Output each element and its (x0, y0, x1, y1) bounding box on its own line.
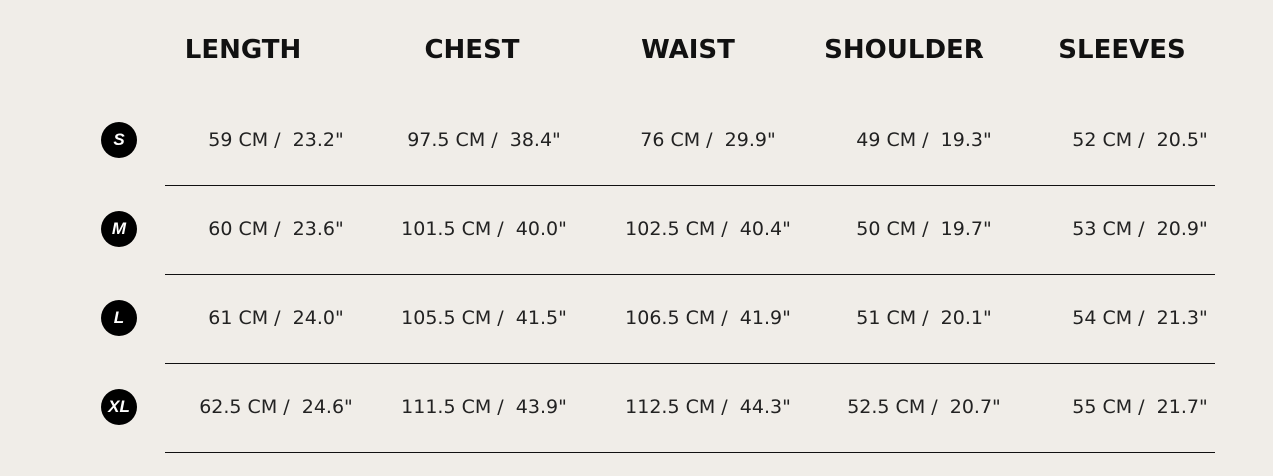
measurement-cell: 97.5 CM / 38.4" (407, 129, 561, 151)
header-shoulder: SHOULDER (824, 35, 984, 65)
measurement-cell: 62.5 CM / 24.6" (199, 396, 353, 418)
measurement-cell: 106.5 CM / 41.9" (625, 307, 791, 329)
measurement-cell: 101.5 CM / 40.0" (401, 218, 567, 240)
measurement-cell: 112.5 CM / 44.3" (625, 396, 791, 418)
measurement-cell: 49 CM / 19.3" (856, 129, 992, 151)
header-sleeves: SLEEVES (1058, 35, 1186, 65)
row-divider (165, 452, 1215, 453)
measurement-cell: 53 CM / 20.9" (1072, 218, 1208, 240)
size-badge: M (101, 211, 137, 247)
row-divider (165, 274, 1215, 275)
row-divider (165, 185, 1215, 186)
measurement-cell: 105.5 CM / 41.5" (401, 307, 567, 329)
row-divider (165, 363, 1215, 364)
measurement-cell: 51 CM / 20.1" (856, 307, 992, 329)
measurement-cell: 61 CM / 24.0" (208, 307, 344, 329)
size-badge: L (101, 300, 137, 336)
measurement-cell: 60 CM / 23.6" (208, 218, 344, 240)
header-waist: WAIST (641, 35, 735, 65)
measurement-cell: 52.5 CM / 20.7" (847, 396, 1001, 418)
measurement-cell: 50 CM / 19.7" (856, 218, 992, 240)
measurement-cell: 59 CM / 23.2" (208, 129, 344, 151)
size-row: S 59 CM / 23.2" 97.5 CM / 38.4" 76 CM / 29.… (0, 89, 1273, 186)
measurement-cell: 102.5 CM / 40.4" (625, 218, 791, 240)
size-row: XL 62.5 CM / 24.6" 111.5 CM / 43.9" 112.5 C… (0, 356, 1273, 453)
measurement-cell: 55 CM / 21.7" (1072, 396, 1208, 418)
size-row: L 61 CM / 24.0" 105.5 CM / 41.5" 106.5 CM /… (0, 267, 1273, 364)
measurement-cell: 76 CM / 29.9" (640, 129, 776, 151)
measurement-cell: 111.5 CM / 43.9" (401, 396, 567, 418)
header-length: LENGTH (184, 35, 302, 65)
measurement-cell: 54 CM / 21.3" (1072, 307, 1208, 329)
size-badge: S (101, 122, 137, 158)
header-chest: CHEST (424, 35, 520, 65)
size-row: M 60 CM / 23.6" 101.5 CM / 40.0" 102.5 CM /… (0, 178, 1273, 275)
size-badge: XL (101, 389, 137, 425)
measurement-cell: 52 CM / 20.5" (1072, 129, 1208, 151)
